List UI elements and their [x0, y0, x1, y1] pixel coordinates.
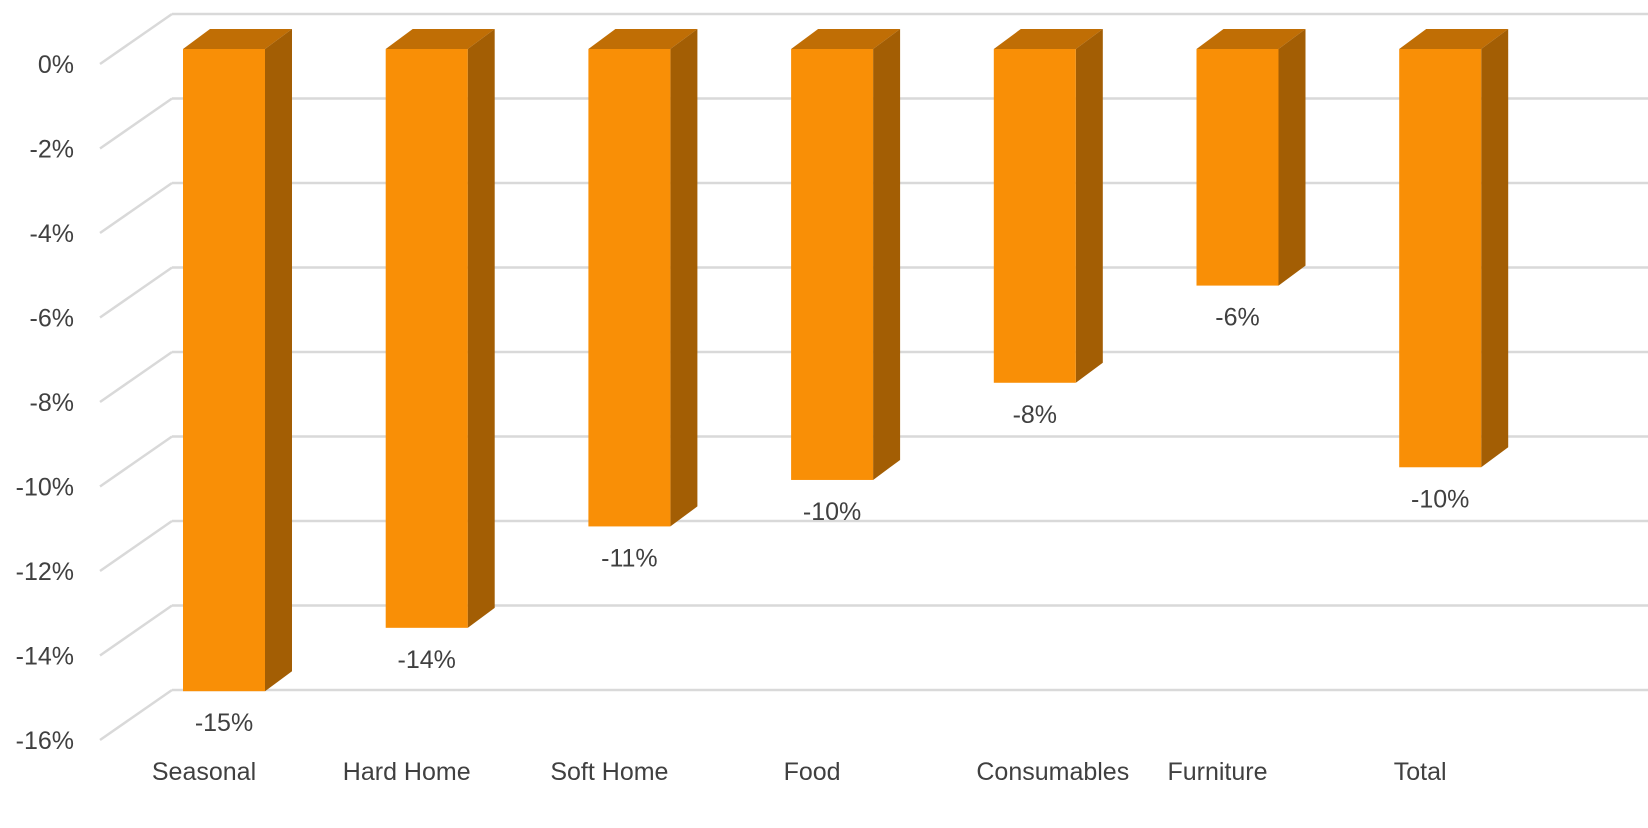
data-label: -11%	[601, 544, 658, 572]
bar-front-face	[1196, 49, 1279, 286]
bar	[791, 29, 901, 480]
gridline-depth	[99, 181, 173, 235]
bar	[183, 29, 292, 692]
x-tick-label: Food	[784, 758, 841, 786]
x-tick-label: Hard Home	[343, 758, 471, 786]
y-tick-label: -2%	[30, 136, 74, 164]
bar-front-face	[385, 49, 468, 628]
bar	[588, 29, 698, 527]
bar	[1196, 29, 1306, 286]
bars	[183, 29, 1509, 692]
bar-side-face	[265, 29, 292, 692]
gridline-depth	[99, 688, 173, 742]
gridline-depth	[99, 266, 173, 319]
bar-front-face	[183, 49, 265, 692]
bar-top-face	[1399, 29, 1509, 49]
data-label: -6%	[1215, 304, 1259, 332]
bar-front-face	[993, 49, 1076, 383]
gridline-depth	[99, 435, 173, 488]
data-label: -10%	[1411, 485, 1469, 513]
bar	[1399, 29, 1509, 468]
y-tick-label: -14%	[16, 643, 74, 671]
bar-top-face	[791, 29, 901, 49]
x-tick-label: Total	[1394, 758, 1447, 786]
bar	[385, 29, 495, 628]
bar-front-face	[588, 49, 671, 527]
gridline-depth	[99, 350, 173, 404]
bar-top-face	[1196, 29, 1306, 49]
y-axis-tick-labels: 0% -2% -4% -6% -8% -10% -12% -14% -16%	[16, 51, 74, 755]
bar-side-face	[873, 29, 901, 480]
y-tick-label: -10%	[16, 474, 74, 502]
data-label: -15%	[195, 709, 253, 737]
bar-side-face	[670, 29, 698, 527]
x-axis-tick-labels: Seasonal Hard Home Soft Home Food Consumable…	[152, 758, 1447, 786]
data-label: -14%	[398, 646, 456, 674]
data-labels: -15% -14% -11% -10% -8% -6% -10%	[195, 304, 1470, 738]
x-tick-label: Seasonal	[152, 758, 256, 786]
bar-side-face	[467, 29, 495, 628]
bar-side-face	[1075, 29, 1103, 383]
x-tick-label: Soft Home	[550, 758, 668, 786]
gridline-depth	[99, 12, 173, 66]
x-tick-label: Furniture	[1167, 758, 1267, 786]
x-tick-label: Consumables	[976, 758, 1129, 786]
y-tick-label: -16%	[16, 727, 74, 755]
bar-side-face	[1481, 29, 1509, 468]
y-tick-label: -4%	[30, 220, 74, 248]
gridline-depth	[99, 519, 173, 573]
y-tick-label: -12%	[16, 558, 74, 586]
data-label: -8%	[1013, 401, 1057, 429]
bar-front-face	[791, 49, 874, 480]
y-tick-label: 0%	[38, 51, 74, 79]
bar-top-face	[588, 29, 698, 49]
bar-top-face	[385, 29, 495, 49]
bar-front-face	[1399, 49, 1482, 468]
bar	[993, 29, 1103, 383]
gridline-depth	[99, 604, 173, 657]
bar-side-face	[1278, 29, 1306, 286]
bar-top-face	[183, 29, 292, 49]
y-tick-label: -8%	[30, 389, 74, 417]
bar-top-face	[993, 29, 1103, 49]
data-label: -10%	[803, 498, 861, 526]
gridline-depth	[99, 97, 173, 150]
y-tick-label: -6%	[30, 305, 74, 333]
